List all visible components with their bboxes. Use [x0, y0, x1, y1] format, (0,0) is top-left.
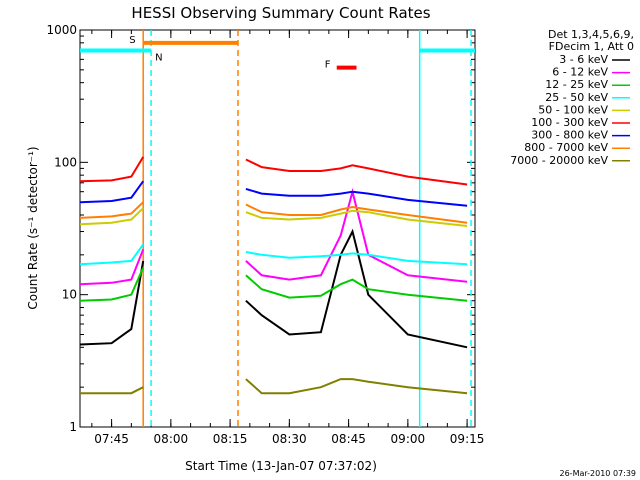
x-axis-label: Start Time (13-Jan-07 07:37:02) — [185, 459, 377, 473]
legend-entry: 6 - 12 keV — [552, 66, 608, 79]
legend-entry: 25 - 50 keV — [545, 91, 608, 104]
y-tick-label: 10 — [62, 288, 77, 302]
series-line — [245, 228, 468, 349]
series-line — [79, 180, 145, 204]
series-line — [79, 249, 145, 286]
legend-entry: 12 - 25 keV — [545, 78, 608, 91]
chart-title: HESSI Observing Summary Count Rates — [131, 4, 430, 22]
legend: Det 1,3,4,5,6,9,FDecim 1, Att 03 - 6 keV… — [510, 28, 634, 167]
series-line — [79, 267, 145, 302]
legend-entry: 50 - 100 keV — [538, 103, 608, 116]
x-tick-label: 07:45 — [94, 432, 129, 446]
legend-entry: 300 - 800 keV — [531, 129, 608, 142]
legend-header: FDecim 1, Att 0 — [549, 40, 634, 53]
series-line — [79, 260, 145, 346]
x-tick-label: 09:00 — [391, 432, 426, 446]
x-tick-label: 08:30 — [272, 432, 307, 446]
series-line — [80, 386, 144, 395]
series-line — [245, 158, 468, 186]
x-tick-label: 08:15 — [213, 432, 248, 446]
series-line — [245, 187, 468, 207]
plot-frame — [79, 29, 476, 428]
annotation-label: F — [325, 60, 331, 71]
series-line — [245, 378, 468, 395]
x-tick-label: 08:00 — [154, 432, 189, 446]
series-line — [79, 207, 144, 226]
x-tick-label: 08:45 — [331, 432, 366, 446]
plot-area: 1 10 100 1000 07:45 08:00 08:15 08:30 08:45 09:00… — [46, 23, 484, 446]
series-line — [245, 209, 468, 227]
x-tick-label: 09:15 — [450, 432, 485, 446]
series-line — [245, 187, 468, 283]
series-line — [245, 251, 468, 266]
series-line — [79, 201, 144, 219]
y-tick-label: 1 — [69, 420, 77, 434]
series-line — [245, 274, 468, 302]
y-tick-label: 100 — [54, 155, 77, 169]
legend-entry: 100 - 300 keV — [531, 116, 608, 129]
legend-entry: 7000 - 20000 keV — [510, 154, 608, 167]
series-line — [79, 243, 145, 266]
annotation-label: N — [155, 52, 162, 63]
legend-entry: 3 - 6 keV — [559, 53, 608, 66]
legend-header: Det 1,3,4,5,6,9, — [548, 28, 634, 41]
y-axis-label: Count Rate (s⁻¹ detector⁻¹) — [26, 146, 40, 309]
legend-entry: 800 - 7000 keV — [524, 141, 608, 154]
series-line — [245, 203, 468, 224]
timestamp: 26-Mar-2010 07:39 — [560, 469, 637, 478]
annotation-label: S — [129, 35, 135, 46]
series-line — [79, 156, 145, 183]
y-tick-label: 1000 — [46, 23, 77, 37]
